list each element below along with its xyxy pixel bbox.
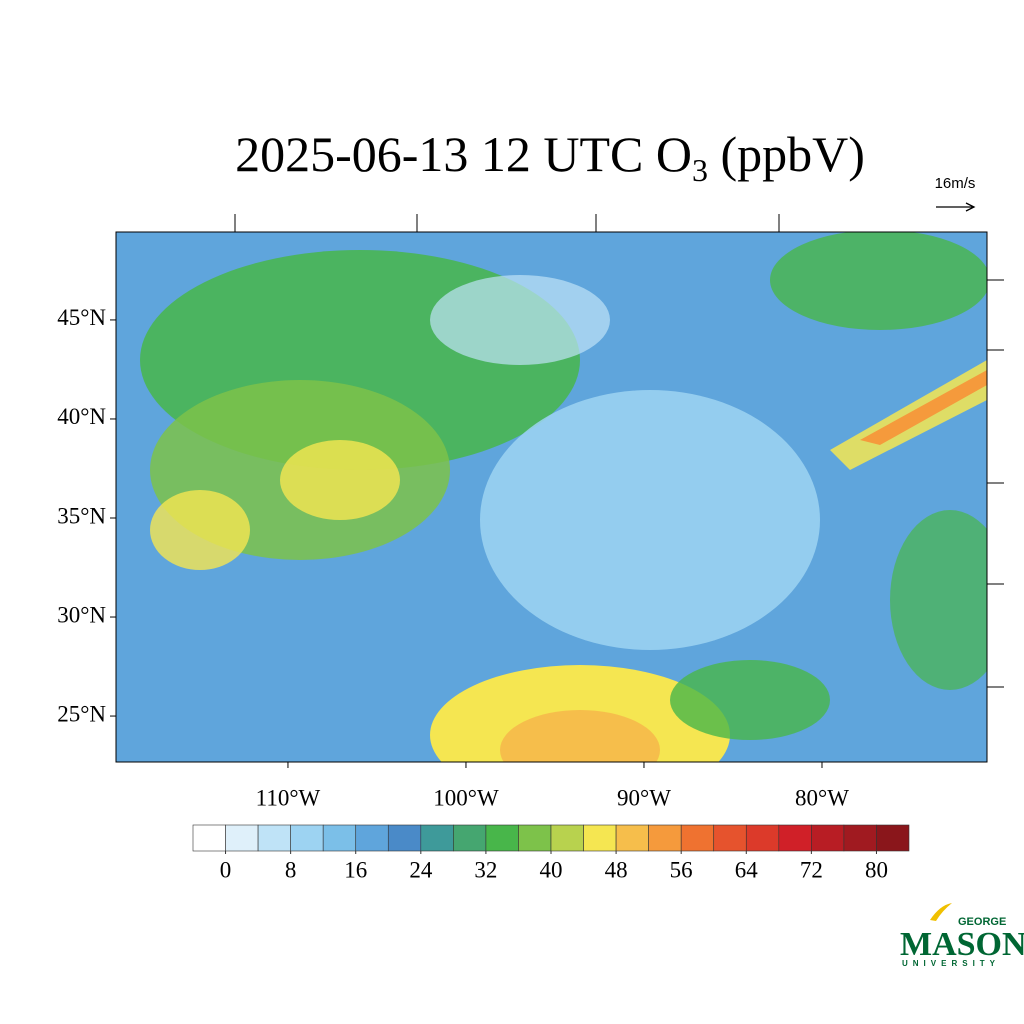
colorbar-box [485,824,519,852]
lat-tick-label: 25°N [57,701,106,726]
colorbar-label: 32 [474,857,497,882]
logo: GEORGE MASON UNIVERSITY [900,903,1024,968]
lon-tick-label: 100°W [433,785,499,810]
lon-tick-label: 90°W [617,785,671,810]
colorbar-box [648,824,682,852]
lat-tick-label: 35°N [57,503,106,528]
colorbar-box [713,824,747,852]
colorbar-label: 8 [285,857,297,882]
map-frame [115,231,988,763]
lat-tick-label: 40°N [57,404,106,429]
colorbar-label: 56 [670,857,693,882]
colorbar-box [811,824,845,852]
logo-main: MASON [900,926,1024,963]
lon-tick-label: 80°W [795,785,849,810]
colorbar-box [257,824,291,852]
lat-tick-label: 45°N [57,305,106,330]
colorbar-box [615,824,649,852]
vector-reference-arrow [936,202,976,212]
colorbar-label: 40 [540,857,563,882]
logo-mark [930,903,952,921]
colorbar-box [745,824,780,852]
colorbar-box [290,824,324,852]
lon-tick-label: 110°W [256,785,321,810]
colorbar-label: 24 [409,857,433,882]
colorbar-label: 16 [344,857,367,882]
colorbar-box [387,824,422,852]
title-main: 2025-06-13 12 UTC O [235,126,692,182]
colorbar-box [225,824,259,852]
lat-tick-label: 30°N [57,602,106,627]
colorbar-box [550,824,584,852]
colorbar-label: 48 [605,857,628,882]
colorbar-label: 80 [865,857,888,882]
colorbar-box [192,824,226,852]
colorbar-label: 0 [220,857,232,882]
frame-ticks [234,214,1004,688]
colorbar-box [322,824,357,852]
colorbar-label: 64 [735,857,759,882]
colorbar-box [583,824,617,852]
logo-bottom: UNIVERSITY [902,959,1000,968]
colorbar-box [680,824,715,852]
colorbar-box [876,824,910,852]
colorbar-box [778,824,812,852]
logo-top: GEORGE [958,916,1006,928]
colorbar-label: 72 [800,857,823,882]
colorbar-box [355,824,389,852]
colorbar-box [420,824,454,852]
colorbar-box [453,824,487,852]
colorbar-box [843,824,877,852]
vector-reference-label: 16m/s [935,175,976,192]
title: 2025-06-13 12 UTC O3 (ppbV) [235,126,865,188]
colorbar-box [518,824,552,852]
ozone-field [116,232,987,762]
title-subscript: 3 [692,152,708,188]
title-suffix: (ppbV) [708,126,865,182]
